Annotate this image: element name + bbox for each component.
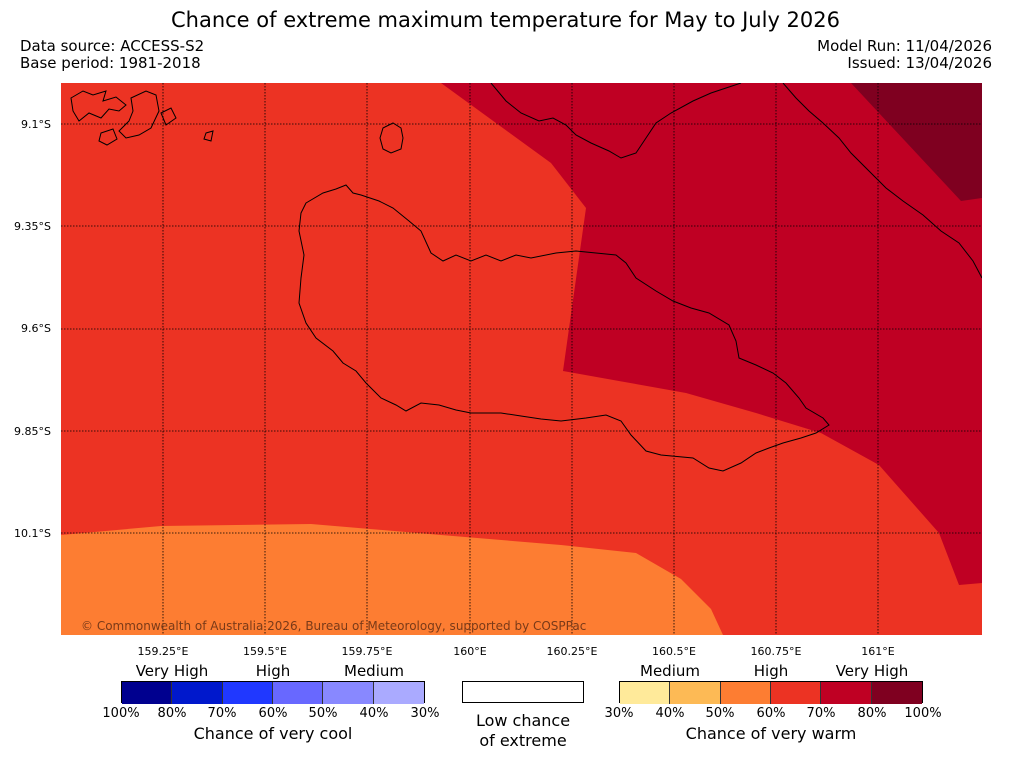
warm-pct-label: 100%	[904, 706, 942, 721]
warm-swatch	[670, 682, 721, 704]
cool-pct-label: 40%	[359, 706, 389, 721]
lon-label: 159.25°E	[137, 645, 189, 658]
warm-pct-label: 40%	[655, 706, 685, 721]
cool-caption: Chance of very cool	[193, 724, 353, 743]
coastlines	[70, 83, 982, 472]
lat-label: 10.1°S	[14, 527, 51, 540]
warm-swatch	[771, 682, 822, 704]
issued-date: Issued: 13/04/2026	[847, 54, 992, 72]
neutral-colorbar	[462, 681, 584, 703]
northeast-coast	[490, 83, 742, 159]
warm-swatch	[821, 682, 872, 704]
cool-pct-label: 80%	[157, 706, 187, 721]
copyright-notice: © Commonwealth of Australia 2026, Bureau…	[81, 619, 586, 633]
cool-pct-label: 30%	[410, 706, 440, 721]
zone-medium	[61, 524, 723, 635]
cool-swatch	[323, 682, 374, 704]
zone-extreme	[851, 83, 982, 201]
lat-label: 9.85°S	[14, 425, 51, 438]
cool-pct-label: 60%	[258, 706, 288, 721]
cool-swatch	[273, 682, 324, 704]
lon-label: 159.5°E	[243, 645, 287, 658]
cool-pct-label: 100%	[102, 706, 140, 721]
warm-swatch	[720, 682, 771, 704]
lon-label: 160.5°E	[652, 645, 696, 658]
cool-swatch	[172, 682, 223, 704]
map-title: Chance of extreme maximum temperature fo…	[170, 8, 840, 32]
cool-swatch	[122, 682, 173, 704]
data-source: Data source: ACCESS-S2	[20, 37, 205, 55]
cool-pct-label: 50%	[308, 706, 338, 721]
lon-label: 160°E	[453, 645, 487, 658]
warm-colorbar	[619, 681, 923, 704]
lat-label: 9.1°S	[21, 118, 51, 131]
warm-swatch	[871, 682, 922, 704]
cool-category-very-high: Very High	[135, 662, 209, 680]
model-run: Model Run: 11/04/2026	[817, 37, 992, 55]
main-island-outline	[298, 184, 830, 472]
cool-pct-label: 70%	[207, 706, 237, 721]
lat-label: 9.35°S	[14, 220, 51, 233]
run-info: Model Run: 11/04/2026 Issued: 13/04/2026	[817, 38, 992, 72]
probability-map[interactable]: © Commonwealth of Australia 2026, Bureau…	[61, 83, 982, 635]
lon-label: 160.25°E	[546, 645, 598, 658]
neutral-caption: Low chance of extreme	[448, 711, 598, 751]
warm-swatch	[620, 682, 671, 704]
cool-swatch	[373, 682, 424, 704]
warm-category-very-high: Very High	[835, 662, 909, 680]
warm-pct-label: 80%	[857, 706, 887, 721]
cool-category-medium: Medium	[344, 662, 404, 680]
lon-label: 160.75°E	[750, 645, 802, 658]
cool-category-high: High	[255, 662, 291, 680]
cool-swatch	[222, 682, 273, 704]
neutral-caption-line2: of extreme	[479, 731, 567, 750]
small-island	[379, 122, 404, 154]
graticule	[61, 83, 982, 635]
warm-category-medium: Medium	[640, 662, 700, 680]
warm-pct-label: 60%	[756, 706, 786, 721]
warm-pct-label: 30%	[604, 706, 634, 721]
warm-category-high: High	[753, 662, 789, 680]
northwest-islands	[70, 90, 214, 146]
zone-very-high	[441, 83, 982, 585]
warm-pct-label: 70%	[806, 706, 836, 721]
source-info: Data source: ACCESS-S2 Base period: 1981…	[20, 38, 204, 72]
warm-pct-label: 50%	[705, 706, 735, 721]
east-coast	[782, 83, 982, 279]
lon-label: 161°E	[861, 645, 895, 658]
cool-colorbar	[121, 681, 425, 704]
warm-caption: Chance of very warm	[685, 724, 857, 743]
neutral-caption-line1: Low chance	[475, 711, 571, 730]
base-period: Base period: 1981-2018	[20, 54, 201, 72]
lon-label: 159.75°E	[341, 645, 393, 658]
lat-label: 9.6°S	[21, 322, 51, 335]
